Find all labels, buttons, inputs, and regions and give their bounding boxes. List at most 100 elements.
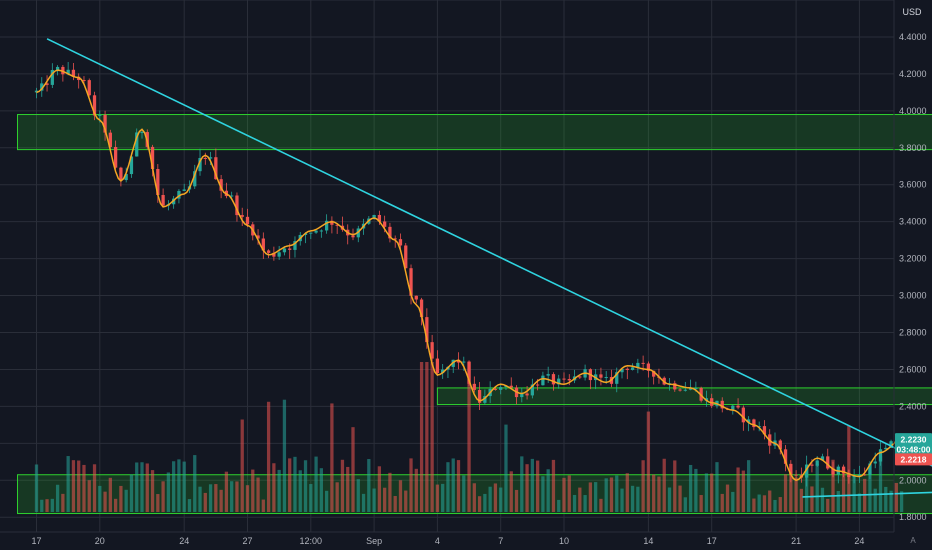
- volume-bar: [282, 399, 287, 512]
- candle-body: [810, 464, 814, 466]
- candle-body: [430, 342, 434, 359]
- candle-body: [82, 80, 86, 82]
- volume-bar: [40, 499, 44, 512]
- volume-bar: [208, 484, 213, 512]
- x-tick-label: 4: [435, 536, 440, 546]
- candle-body: [50, 70, 54, 85]
- current-price-tag: [895, 453, 932, 466]
- volume-bar: [314, 456, 318, 512]
- candle-body: [214, 157, 218, 180]
- volume-bar: [55, 484, 60, 512]
- candle-body: [567, 378, 571, 381]
- candle-body: [551, 374, 556, 385]
- countdown-tag: [895, 443, 932, 456]
- volume-bar: [794, 477, 798, 512]
- candle-body: [520, 393, 524, 398]
- candle-body: [372, 214, 376, 219]
- candle-body: [794, 474, 798, 476]
- candle-body: [266, 250, 271, 253]
- candle-body: [150, 146, 155, 170]
- candle-body: [177, 190, 181, 199]
- auto-scale-toggle[interactable]: A: [910, 536, 916, 545]
- candle-body: [831, 468, 835, 475]
- candle-body: [630, 367, 635, 370]
- volume-bar: [182, 461, 186, 512]
- volume-bar: [383, 487, 387, 512]
- candle-body: [55, 66, 60, 71]
- price-axis[interactable]: 1.80002.00002.20002.40002.60002.80003.00…: [899, 32, 927, 522]
- y-tick-label: 3.4000: [899, 217, 927, 227]
- volume-bar: [757, 494, 761, 512]
- volume-bar: [240, 419, 244, 512]
- descending-trendline: [46, 38, 932, 467]
- volume-bar: [172, 461, 176, 512]
- candle-body: [752, 419, 756, 428]
- volume-bar: [335, 482, 339, 512]
- candles: [34, 61, 904, 487]
- volume-bar: [620, 488, 624, 512]
- y-tick-label: 1.8000: [899, 512, 927, 522]
- volume-bar: [456, 460, 461, 512]
- volume-bar: [572, 494, 577, 512]
- volume-bar: [309, 484, 313, 512]
- volume-bar: [293, 456, 297, 512]
- x-tick-label: 14: [643, 536, 653, 546]
- candle-body: [530, 384, 534, 396]
- volume-bar: [847, 425, 851, 512]
- candle-body: [889, 441, 893, 448]
- volume-bar: [588, 482, 593, 512]
- candle-body: [578, 376, 582, 378]
- volume-bar: [77, 460, 81, 512]
- candle-body: [335, 224, 339, 226]
- candle-body: [678, 389, 682, 391]
- volume-bars: [34, 362, 904, 512]
- volume-bar: [388, 472, 392, 512]
- volume-bar: [303, 460, 308, 512]
- candle-body: [625, 368, 629, 370]
- x-tick-label: 12:00: [300, 536, 323, 546]
- candle-body: [256, 235, 260, 239]
- candle-body: [789, 463, 793, 475]
- volume-bar: [873, 488, 877, 512]
- candle-body: [393, 238, 397, 240]
- volume-bar: [594, 482, 598, 512]
- countdown-text: 03:48:00: [896, 444, 930, 454]
- candle-body: [124, 174, 128, 181]
- volume-bar: [546, 469, 550, 512]
- volume-bar: [219, 489, 223, 512]
- volume-bar: [245, 485, 250, 512]
- volume-bar: [103, 491, 107, 512]
- volume-bar: [61, 493, 65, 512]
- candle-body: [309, 232, 313, 234]
- candle-body: [641, 362, 645, 364]
- candle-body: [815, 460, 819, 466]
- volume-bar: [50, 498, 54, 512]
- x-tick-label: 24: [854, 536, 864, 546]
- volume-bar: [599, 498, 603, 512]
- volume-bar: [193, 455, 197, 512]
- volume-bar: [720, 493, 724, 512]
- candle-body: [419, 299, 424, 318]
- candle-body: [746, 419, 751, 423]
- volume-bar: [351, 427, 355, 512]
- candle-body: [878, 449, 883, 462]
- volume-bar: [98, 485, 102, 512]
- volume-bar: [889, 490, 893, 512]
- volume-bar: [704, 473, 709, 512]
- volume-bar: [504, 424, 508, 512]
- volume-bar: [404, 490, 408, 512]
- volume-bar: [641, 460, 645, 512]
- volume-bar: [551, 459, 556, 512]
- candle-body: [140, 132, 144, 134]
- volume-bar: [187, 499, 192, 512]
- volume-bar: [678, 485, 682, 512]
- candle-body: [235, 195, 239, 216]
- time-axis[interactable]: 17 20 24 27 12:00 Sep 4 7 10 14 17 21 24: [31, 536, 864, 546]
- volume-bar: [520, 456, 524, 512]
- volume-bar: [430, 362, 434, 512]
- candle-body: [857, 474, 862, 476]
- candle-body: [525, 393, 529, 396]
- candle-body: [87, 80, 91, 96]
